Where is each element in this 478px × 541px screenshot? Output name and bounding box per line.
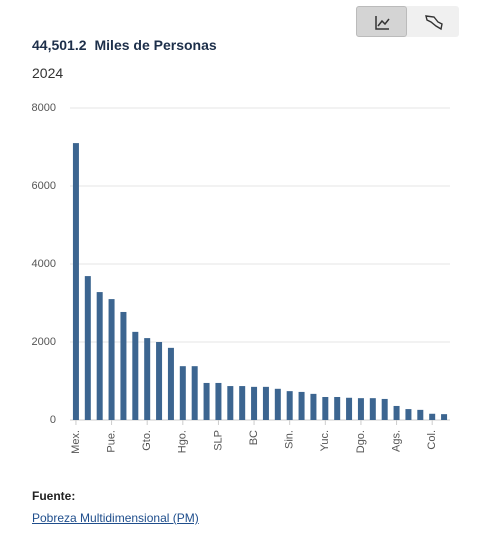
bar	[215, 382, 222, 420]
bar	[346, 397, 353, 420]
x-tick-label: Hgo.	[177, 430, 189, 453]
bar	[357, 398, 364, 420]
bar	[393, 405, 400, 420]
x-tick-label: Dgo.	[355, 430, 367, 453]
bar	[120, 311, 127, 420]
line-icon	[375, 16, 390, 30]
bar	[84, 276, 91, 420]
bar	[156, 342, 163, 420]
bar	[262, 386, 269, 420]
y-tick-label: 8000	[32, 102, 56, 114]
y-tick-label: 2000	[32, 336, 56, 348]
source-link[interactable]: Pobreza Multidimensional (PM)	[32, 511, 199, 525]
chart-view-button[interactable]	[356, 6, 407, 37]
bar	[298, 391, 305, 420]
headline: 44,501.2 Miles de Personas	[32, 37, 217, 53]
bar	[429, 413, 436, 420]
bar	[227, 386, 234, 420]
y-tick-label: 4000	[32, 258, 56, 270]
source-label: Fuente:	[32, 489, 76, 503]
bar	[274, 388, 281, 420]
y-tick-label: 0	[50, 414, 56, 426]
x-tick-label: BC	[248, 430, 260, 445]
bar	[239, 386, 246, 420]
bar	[405, 409, 412, 420]
bar	[191, 366, 198, 420]
x-tick-label: Col.	[426, 430, 438, 450]
view-toggle	[356, 6, 459, 37]
bar	[72, 143, 79, 420]
x-tick-label: Sin.	[284, 430, 296, 449]
x-tick-label: SLP	[212, 430, 224, 451]
map-icon	[425, 15, 443, 31]
bar	[132, 331, 139, 420]
headline-unit: Miles de Personas	[94, 37, 217, 53]
bar	[251, 386, 258, 420]
subtitle: 2024	[32, 65, 64, 81]
bar	[167, 347, 174, 420]
map-view-button[interactable]	[408, 6, 459, 37]
bar	[179, 366, 186, 420]
bar	[310, 393, 317, 420]
bar	[203, 382, 210, 420]
bar	[108, 299, 115, 420]
chart: 0 2000 4000 6000 8000 Mex. Pue. Gto. Hgo. SLP BC Si…	[32, 102, 450, 454]
bar	[144, 338, 151, 420]
headline-value: 44,501.2	[32, 37, 87, 53]
x-tick-label: Mex.	[70, 430, 82, 454]
x-tick-label: Yuc.	[319, 430, 331, 451]
bar	[381, 398, 388, 420]
y-tick-label: 6000	[32, 180, 56, 192]
x-tick-label: Pue.	[105, 430, 117, 453]
bar	[417, 409, 424, 420]
bar	[286, 391, 293, 420]
bar	[322, 396, 329, 420]
x-tick-label: Gto.	[141, 430, 153, 451]
bar	[369, 398, 376, 420]
x-tick-label: Ags.	[390, 430, 402, 452]
bar	[96, 292, 103, 420]
bar	[441, 414, 448, 420]
bar	[334, 396, 341, 420]
